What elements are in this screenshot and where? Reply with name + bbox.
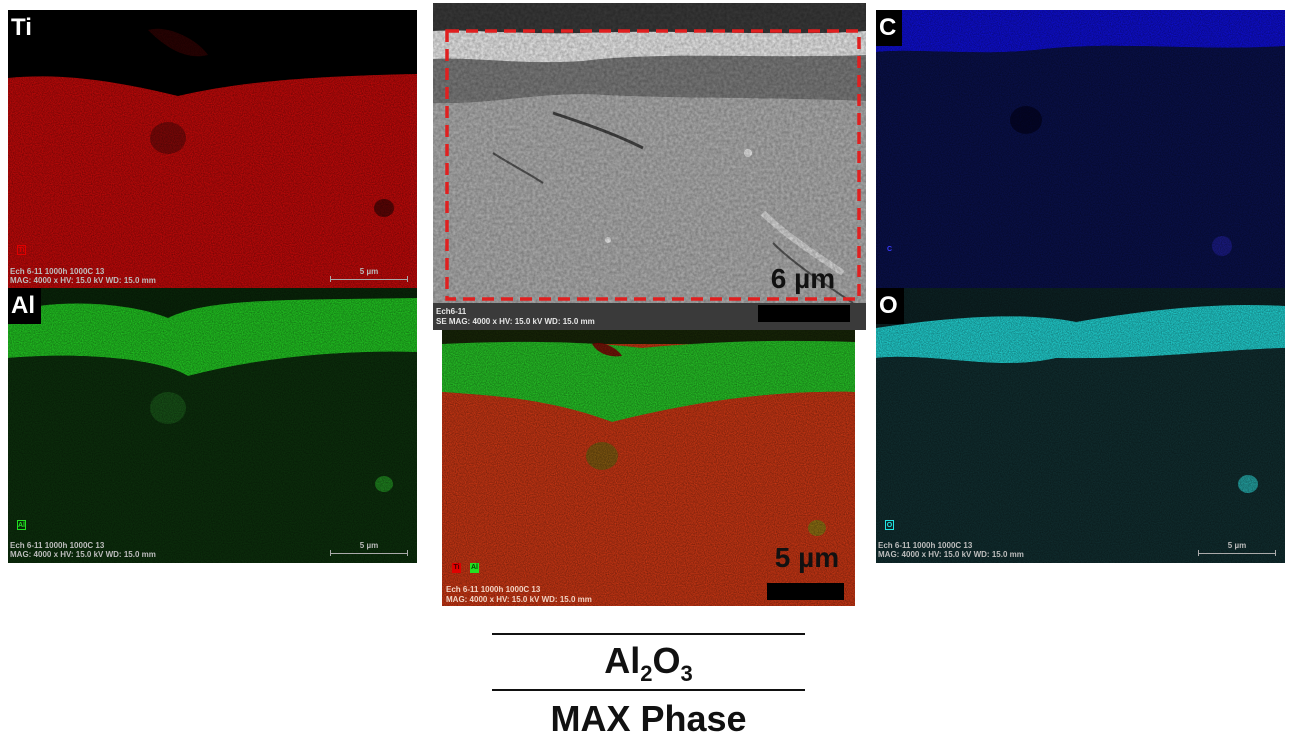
overlay-chip-al: Al bbox=[470, 563, 479, 573]
overlay-scalebar bbox=[767, 583, 844, 600]
al-scalebar-label: 5 µm bbox=[359, 541, 379, 550]
legend-middle-line bbox=[492, 689, 805, 691]
ti-caption-1: Ech 6-11 1000h 1000C 13 bbox=[10, 267, 105, 276]
sem-roi-frame bbox=[445, 29, 861, 301]
o-caption-2: MAG: 4000 x HV: 15.0 kV WD: 15.0 mm bbox=[878, 550, 1024, 559]
overlay-caption-1: Ech 6-11 1000h 1000C 13 bbox=[446, 585, 541, 594]
sem-caption-2: SE MAG: 4000 x HV: 15.0 kV WD: 15.0 mm bbox=[436, 317, 595, 326]
al-scalebar: 5 µm bbox=[330, 541, 408, 556]
sem-image bbox=[433, 3, 866, 330]
al-caption-2: MAG: 4000 x HV: 15.0 kV WD: 15.0 mm bbox=[10, 550, 156, 559]
c-map-panel: C C bbox=[876, 10, 1285, 288]
al-map-panel: Al Al Ech 6-11 1000h 1000C 13 MAG: 4000 … bbox=[8, 288, 417, 563]
legend-top-line bbox=[492, 633, 805, 635]
legend-oxide-al: Al bbox=[604, 640, 641, 681]
c-tag: C bbox=[876, 10, 903, 46]
ti-caption-2: MAG: 4000 x HV: 15.0 kV WD: 15.0 mm bbox=[10, 276, 156, 285]
sem-caption-1: Ech6-11 bbox=[436, 307, 467, 316]
o-scalebar: 5 µm bbox=[1198, 541, 1276, 556]
overlay-map-image bbox=[442, 330, 855, 606]
o-map-image bbox=[876, 288, 1285, 563]
al-caption-1: Ech 6-11 1000h 1000C 13 bbox=[10, 541, 105, 550]
ti-tag: Ti bbox=[8, 10, 38, 46]
overlay-caption-2: MAG: 4000 x HV: 15.0 kV WD: 15.0 mm bbox=[446, 595, 592, 604]
o-tag: O bbox=[876, 288, 904, 324]
legend-max-phase-label: MAX Phase bbox=[550, 698, 747, 739]
al-map-image bbox=[8, 288, 417, 563]
o-map-panel: O O Ech 6-11 1000h 1000C 13 MAG: 4000 x … bbox=[876, 288, 1285, 563]
c-map-image bbox=[876, 10, 1285, 288]
c-chip: C bbox=[886, 246, 893, 253]
legend-oxide-sub-2: 2 bbox=[640, 661, 653, 686]
legend-oxide-o: O bbox=[652, 640, 681, 681]
sem-image-panel: 6 µm Ech6-11 SE MAG: 4000 x HV: 15.0 kV … bbox=[433, 3, 866, 330]
al-chip: Al bbox=[17, 520, 26, 530]
legend-oxide-sub-3: 3 bbox=[680, 661, 693, 686]
ti-scalebar-label: 5 µm bbox=[359, 267, 379, 276]
overlay-map-panel: Ti Al 5 µm Ech 6-11 1000h 1000C 13 MAG: … bbox=[442, 330, 855, 606]
o-caption-1: Ech 6-11 1000h 1000C 13 bbox=[878, 541, 973, 550]
overlay-chip-ti: Ti bbox=[452, 563, 461, 573]
sem-scalebar bbox=[758, 305, 850, 322]
al-tag: Al bbox=[8, 288, 41, 324]
legend-oxide-label: Al2O3 bbox=[492, 640, 805, 687]
overlay-scalebar-label: 5 µm bbox=[774, 542, 840, 573]
o-chip: O bbox=[885, 520, 894, 530]
ti-chip: Ti bbox=[17, 245, 26, 255]
o-scalebar-label: 5 µm bbox=[1227, 541, 1247, 550]
ti-scalebar: 5 µm bbox=[330, 267, 408, 282]
sem-scalebar-label: 6 µm bbox=[770, 263, 836, 294]
ti-map-panel: Ti Ti Ech 6-11 1000h 1000C 13 MAG: 4000 … bbox=[8, 10, 417, 288]
ti-map-image bbox=[8, 10, 417, 288]
